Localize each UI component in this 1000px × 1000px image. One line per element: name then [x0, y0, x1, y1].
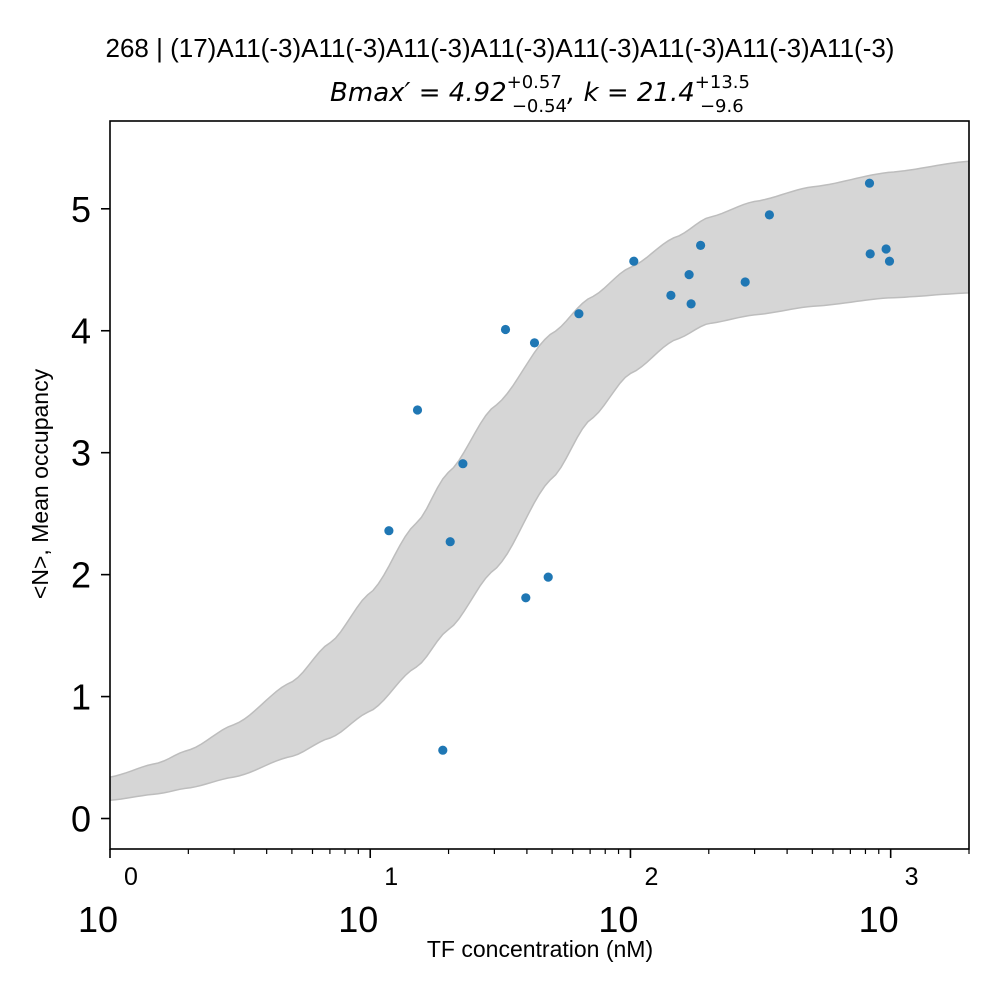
- data-point: [521, 593, 531, 603]
- x-tick-label: 10: [859, 899, 899, 940]
- x-tick-label: 10: [598, 899, 638, 940]
- data-point: [740, 277, 750, 287]
- y-tick-label: 5: [71, 189, 91, 230]
- subtitle-bmax: Bmax′ = 4.92: [330, 78, 507, 108]
- y-tick-label: 1: [71, 677, 91, 718]
- data-point: [529, 338, 540, 348]
- chart-subtitle: Bmax′ = 4.92+0.57 −0.54, k = 21.4+13.5 −9.…: [330, 72, 750, 117]
- data-point: [458, 459, 468, 469]
- plot-frame: [109, 120, 970, 850]
- confidence-band: [110, 160, 969, 801]
- data-point: [864, 178, 875, 188]
- data-point: [445, 537, 455, 547]
- data-point: [696, 240, 706, 250]
- data-point: [865, 249, 875, 259]
- y-tick-label: 3: [71, 433, 91, 474]
- x-tick-label: 10: [338, 899, 378, 940]
- data-point: [881, 244, 891, 254]
- plot-content: [110, 160, 969, 801]
- data-point: [686, 299, 696, 309]
- subtitle-k-sup: +13.5: [695, 72, 750, 93]
- x-tick-exponent: 0: [124, 863, 138, 891]
- subtitle-bmax-sub: −0.54: [512, 96, 567, 117]
- x-tick-label: 10: [78, 899, 118, 940]
- x-tick-exponent: 1: [384, 863, 398, 891]
- data-point: [574, 309, 584, 319]
- data-point: [684, 270, 694, 280]
- y-axis-label: <N>, Mean occupancy: [27, 368, 53, 599]
- data-point: [384, 526, 394, 536]
- data-point: [764, 210, 775, 220]
- subtitle-k: , k = 21.4: [567, 78, 695, 108]
- data-point: [412, 405, 423, 415]
- data-point: [500, 324, 511, 335]
- y-tick-label: 4: [71, 311, 91, 352]
- subtitle-k-sub: −9.6: [700, 96, 744, 117]
- data-point: [629, 256, 639, 266]
- data-point: [884, 256, 895, 266]
- plot-area: [109, 120, 970, 850]
- x-tick-exponent: 3: [905, 863, 919, 891]
- data-point: [438, 745, 448, 755]
- x-tick-exponent: 2: [644, 863, 658, 891]
- subtitle-bmax-sup: +0.57: [507, 72, 562, 93]
- y-tick-label: 2: [71, 555, 91, 596]
- data-point: [666, 290, 676, 300]
- chart-title: 268 | (17)A11(-3)A11(-3)A11(-3)A11(-3)A1…: [106, 33, 895, 63]
- y-tick-label: 0: [71, 799, 91, 840]
- data-point: [543, 572, 553, 582]
- x-axis-label: TF concentration (nM): [427, 936, 653, 962]
